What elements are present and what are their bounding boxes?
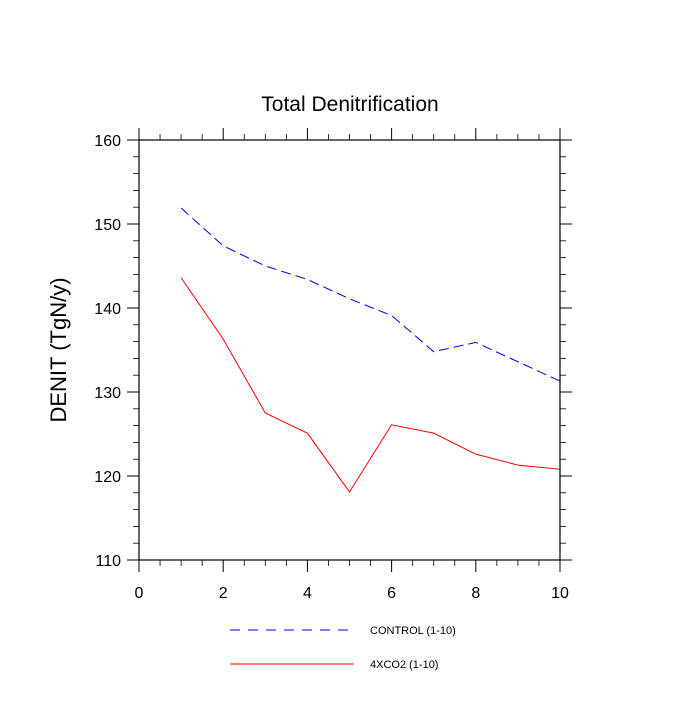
y-tick-label: 110: [95, 553, 121, 570]
series-lines: [180, 207, 561, 493]
y-tick-label: 160: [94, 133, 121, 150]
x-tick-label: 10: [551, 585, 569, 602]
axis-tick-labels: 0 2 4 6 8 10 110 120 130 140 150 160: [94, 133, 569, 602]
series-line-4xco2: [180, 277, 561, 493]
legend-label: 4XCO2 (1-10): [370, 659, 438, 671]
plot-frame: [138, 139, 561, 561]
legend: CONTROL (1-10) 4XCO2 (1-10): [230, 625, 456, 671]
y-tick-label: 120: [94, 469, 121, 486]
x-tick-label: 8: [471, 585, 480, 602]
y-tick-label: 130: [94, 385, 121, 402]
x-tick-label: 2: [219, 585, 228, 602]
x-tick-label: 0: [135, 585, 144, 602]
x-tick-label: 6: [387, 585, 396, 602]
chart-title: Total Denitrification: [261, 93, 438, 116]
y-axis-label: DENIT (TgN/y): [46, 277, 71, 422]
y-tick-label: 140: [94, 301, 121, 318]
plot-border: [138, 139, 561, 561]
y-tick-label: 150: [94, 217, 121, 234]
series-line-control: [180, 207, 561, 382]
axis-ticks: [127, 128, 572, 572]
legend-label: CONTROL (1-10): [370, 625, 456, 637]
x-tick-label: 4: [303, 585, 312, 602]
